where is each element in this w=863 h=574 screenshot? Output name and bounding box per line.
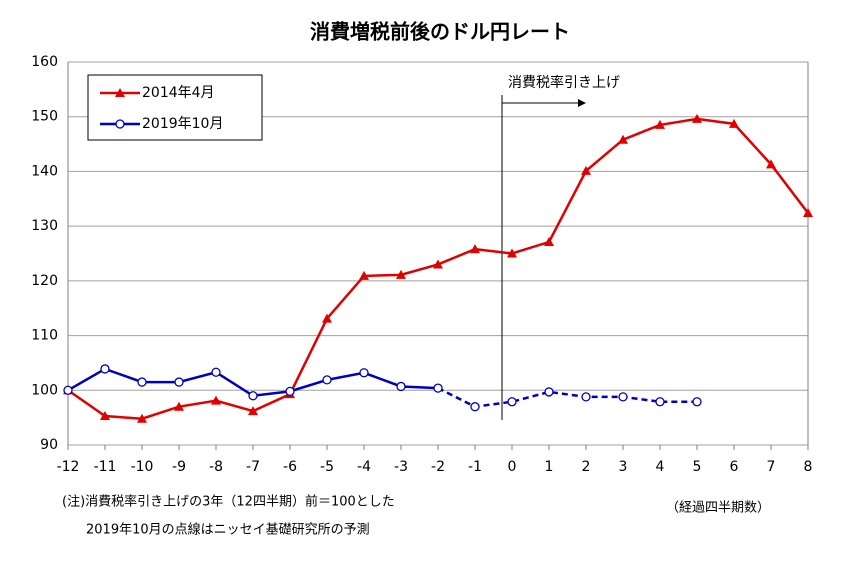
x-tick-label: -5 (320, 459, 334, 475)
x-tick-label: 8 (804, 459, 813, 475)
data-point (618, 134, 628, 144)
x-tick-label: -9 (172, 459, 186, 475)
data-point (396, 381, 406, 392)
y-tick-label: 140 (31, 163, 58, 179)
data-point (174, 377, 184, 387)
x-tick-label: 7 (767, 459, 776, 475)
data-point (544, 387, 554, 397)
x-tick-label: -2 (431, 459, 445, 475)
arrow-head (578, 99, 586, 107)
x-tick-label: 4 (656, 459, 665, 475)
x-tick-label: -6 (283, 459, 297, 475)
data-point (359, 368, 369, 378)
note: 2019年10月の点線はニッセイ基礎研究所の予測 (86, 522, 370, 538)
data-point (322, 375, 332, 385)
x-tick-label: 6 (730, 459, 739, 475)
x-tick-label: 1 (545, 459, 554, 475)
x-tick-label: -1 (468, 459, 482, 475)
data-point (803, 208, 813, 218)
x-tick-label: -10 (131, 459, 154, 475)
y-tick-label: 150 (31, 109, 58, 125)
legend-label: 2019年10月 (142, 116, 223, 132)
data-point (322, 313, 332, 323)
data-point (433, 383, 443, 393)
legend-marker (115, 119, 125, 129)
data-point (507, 248, 517, 258)
data-point (63, 385, 73, 395)
data-point (618, 392, 628, 402)
x-tick-label: -3 (394, 459, 408, 475)
data-point (137, 377, 147, 387)
series-line (437, 386, 697, 408)
chart-title: 消費増税前後のドル円レート (310, 20, 570, 44)
x-tick-label: -12 (57, 459, 80, 475)
data-point (137, 413, 147, 423)
x-tick-label: -4 (357, 459, 371, 475)
data-point (507, 397, 517, 407)
data-point (692, 113, 702, 123)
x-tick-label: 3 (619, 459, 628, 475)
y-tick-label: 100 (31, 382, 58, 398)
data-point (433, 259, 443, 269)
data-point (470, 402, 480, 412)
x-axis-label: （経過四半期数） (666, 501, 770, 516)
data-point (211, 395, 221, 405)
y-tick-label: 90 (40, 437, 58, 453)
x-tick-label: -11 (94, 459, 117, 475)
y-tick-label: 110 (31, 328, 58, 344)
data-point (248, 391, 258, 401)
legend-marker (115, 88, 125, 97)
series-line (67, 117, 809, 421)
data-point (359, 270, 369, 280)
data-point (211, 367, 221, 377)
data-point (544, 237, 554, 247)
annotation: 消費税率引き上げ (508, 74, 620, 91)
data-point (100, 364, 110, 374)
x-tick-label: 5 (693, 459, 702, 475)
x-tick-label: -8 (209, 459, 223, 475)
data-point (766, 159, 776, 169)
data-point (655, 397, 665, 407)
y-tick-label: 130 (31, 218, 58, 234)
legend-label: 2014年4月 (142, 85, 215, 101)
data-point (581, 165, 591, 175)
data-point (396, 269, 406, 279)
data-point (100, 411, 110, 421)
x-tick-label: 2 (582, 459, 591, 475)
legend-box (87, 74, 263, 141)
note: (注)消費税率引き上げの3年（12四半期）前＝100とした (62, 494, 395, 510)
data-point (692, 397, 702, 407)
x-tick-label: 0 (508, 459, 517, 475)
data-point (470, 244, 480, 254)
x-tick-label: -7 (246, 459, 260, 475)
data-point (174, 401, 184, 411)
data-point (655, 119, 665, 129)
data-point (285, 386, 295, 397)
data-point (248, 406, 258, 416)
y-tick-label: 120 (31, 273, 58, 289)
data-point (581, 392, 591, 402)
data-point (729, 118, 739, 128)
y-tick-label: 160 (31, 54, 58, 70)
